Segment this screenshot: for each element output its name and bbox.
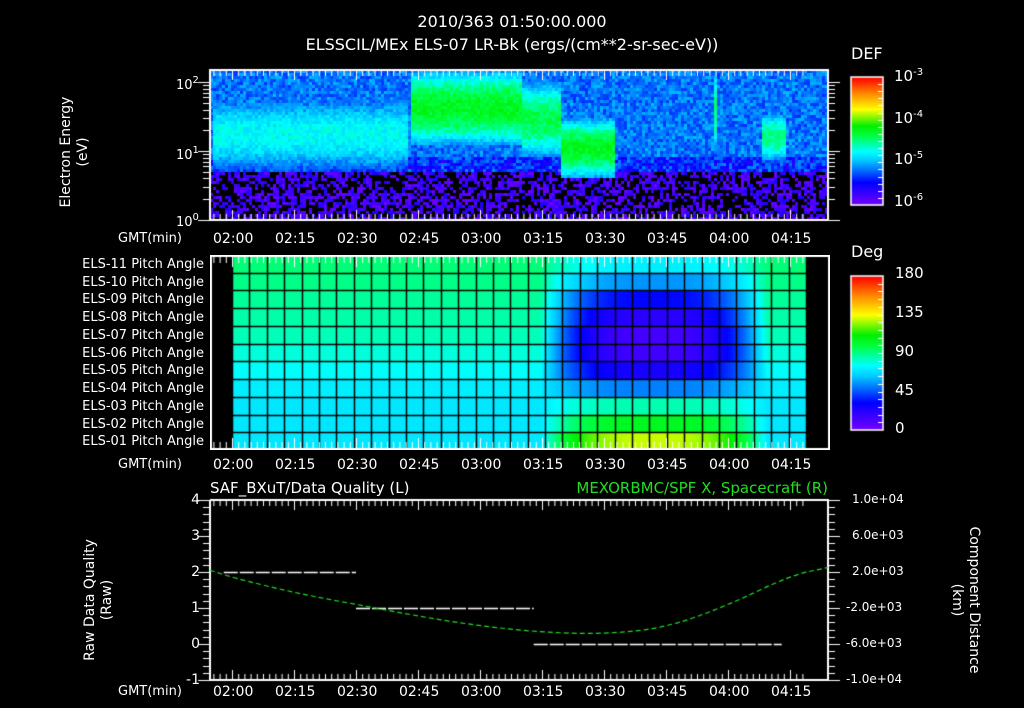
energy-ylabel-line1: Electron Energy (58, 96, 74, 208)
deg-colorbar (848, 274, 888, 432)
time-tick-0230: 02:30 (337, 231, 378, 247)
quality-ytick: 1 (191, 600, 200, 616)
def-colorbar (848, 75, 888, 207)
time-tick-0300: 03:00 (461, 684, 502, 700)
pitch-row-label: ELS-08 Pitch Angle (82, 310, 204, 326)
pitch-row-label: ELS-02 Pitch Angle (82, 416, 204, 432)
deg-colorbar-title: Deg (851, 242, 884, 261)
time-tick-0330: 03:30 (585, 231, 626, 247)
time-tick-0215: 02:15 (275, 231, 316, 247)
deg-colorbar-tick-180: 180 (895, 264, 924, 282)
pitch-row-label: ELS-01 Pitch Angle (82, 434, 204, 450)
def-colorbar-tick-1e-4: 10-4 (894, 109, 924, 127)
time-tick-0200: 02:00 (213, 457, 254, 473)
pitch-row-label: ELS-03 Pitch Angle (82, 398, 204, 414)
data-quality-ylabel-line1: Raw Data Quality (82, 539, 98, 661)
deg-colorbar-tick-45: 45 (895, 381, 915, 399)
distance-ylabel: Component Distance (km) (948, 515, 982, 685)
time-tick-0245: 02:45 (399, 457, 440, 473)
energy-ytick-100: 102 (176, 75, 199, 93)
data-quality-ylabel-line2: (Raw) (99, 579, 115, 621)
def-colorbar-title: DEF (851, 44, 883, 63)
pitch-angle-heatmap (210, 255, 830, 450)
def-colorbar-tick-1e-5: 10-5 (894, 150, 924, 168)
time-tick-0215: 02:15 (275, 457, 316, 473)
time-tick-0400: 04:00 (709, 231, 750, 247)
distance-ytick: -2.0e+03 (846, 600, 903, 614)
time-tick-0400: 04:00 (709, 457, 750, 473)
time-axis-label-2: GMT(min) (118, 457, 182, 472)
time-tick-0315: 03:15 (523, 231, 564, 247)
distance-ylabel-line2: (km) (949, 583, 965, 617)
distance-ytick: 6.0e+03 (852, 528, 904, 542)
time-tick-0400: 04:00 (709, 684, 750, 700)
time-tick-0230: 02:30 (337, 457, 378, 473)
energy-axes (170, 62, 870, 232)
time-tick-0345: 03:45 (647, 684, 688, 700)
distance-ytick: -1.0e+04 (846, 672, 903, 686)
pitch-row-label: ELS-05 Pitch Angle (82, 363, 204, 379)
pitch-row-label: ELS-11 Pitch Angle (82, 257, 204, 272)
def-colorbar-tick-1e-6: 10-6 (894, 192, 924, 210)
pitch-row-label: ELS-09 Pitch Angle (82, 292, 204, 308)
energy-ylabel-line2: (eV) (75, 137, 91, 167)
time-tick-0300: 03:00 (461, 231, 502, 247)
plot-timestamp: 2010/363 01:50:00.000 (417, 12, 607, 31)
deg-colorbar-tick-0: 0 (895, 419, 905, 437)
deg-colorbar-tick-90: 90 (895, 342, 915, 360)
data-quality-ylabel: Raw Data Quality (Raw) (82, 515, 116, 685)
quality-ytick: 3 (191, 528, 200, 544)
pitch-row-label: ELS-04 Pitch Angle (82, 381, 204, 397)
energy-ylabel: Electron Energy (eV) (58, 77, 92, 227)
time-tick-0315: 03:15 (523, 457, 564, 473)
time-tick-0330: 03:30 (585, 457, 626, 473)
quality-ytick: -1 (186, 672, 200, 688)
time-axis-label-1: GMT(min) (118, 231, 182, 246)
time-tick-0415: 04:15 (771, 457, 812, 473)
def-colorbar-tick-1e-3: 10-3 (894, 67, 924, 85)
quality-ytick: 2 (191, 564, 200, 580)
quality-ytick: 4 (191, 492, 200, 508)
plot-subtitle: ELSSCIL/MEx ELS-07 LR-Bk (ergs/(cm**2-sr… (305, 35, 719, 54)
pitch-row-label: ELS-06 Pitch Angle (82, 345, 204, 361)
time-tick-0230: 02:30 (337, 684, 378, 700)
time-tick-0245: 02:45 (399, 231, 440, 247)
deg-colorbar-tick-135: 135 (895, 303, 924, 321)
time-tick-0315: 03:15 (523, 684, 564, 700)
time-tick-0215: 02:15 (275, 684, 316, 700)
time-tick-0300: 03:00 (461, 457, 502, 473)
distance-ytick: 2.0e+03 (852, 564, 904, 578)
time-tick-0200: 02:00 (213, 231, 254, 247)
time-tick-0415: 04:15 (771, 231, 812, 247)
pitch-row-label: ELS-10 Pitch Angle (82, 274, 204, 290)
time-tick-0330: 03:30 (585, 684, 626, 700)
time-tick-0415: 04:15 (771, 684, 812, 700)
time-tick-0345: 03:45 (647, 231, 688, 247)
time-tick-0245: 02:45 (399, 684, 440, 700)
quality-ytick: 0 (191, 636, 200, 652)
distance-ylabel-line1: Component Distance (966, 526, 982, 674)
energy-ytick-10: 101 (176, 145, 199, 163)
distance-ytick: 1.0e+04 (852, 492, 904, 506)
time-axis-label-3: GMT(min) (118, 684, 182, 699)
time-tick-0200: 02:00 (213, 684, 254, 700)
time-tick-0345: 03:45 (647, 457, 688, 473)
distance-ytick: -6.0e+03 (846, 636, 903, 650)
energy-ytick-1: 100 (176, 212, 199, 230)
data-quality-plot (170, 490, 870, 690)
pitch-row-label: ELS-07 Pitch Angle (82, 327, 204, 343)
